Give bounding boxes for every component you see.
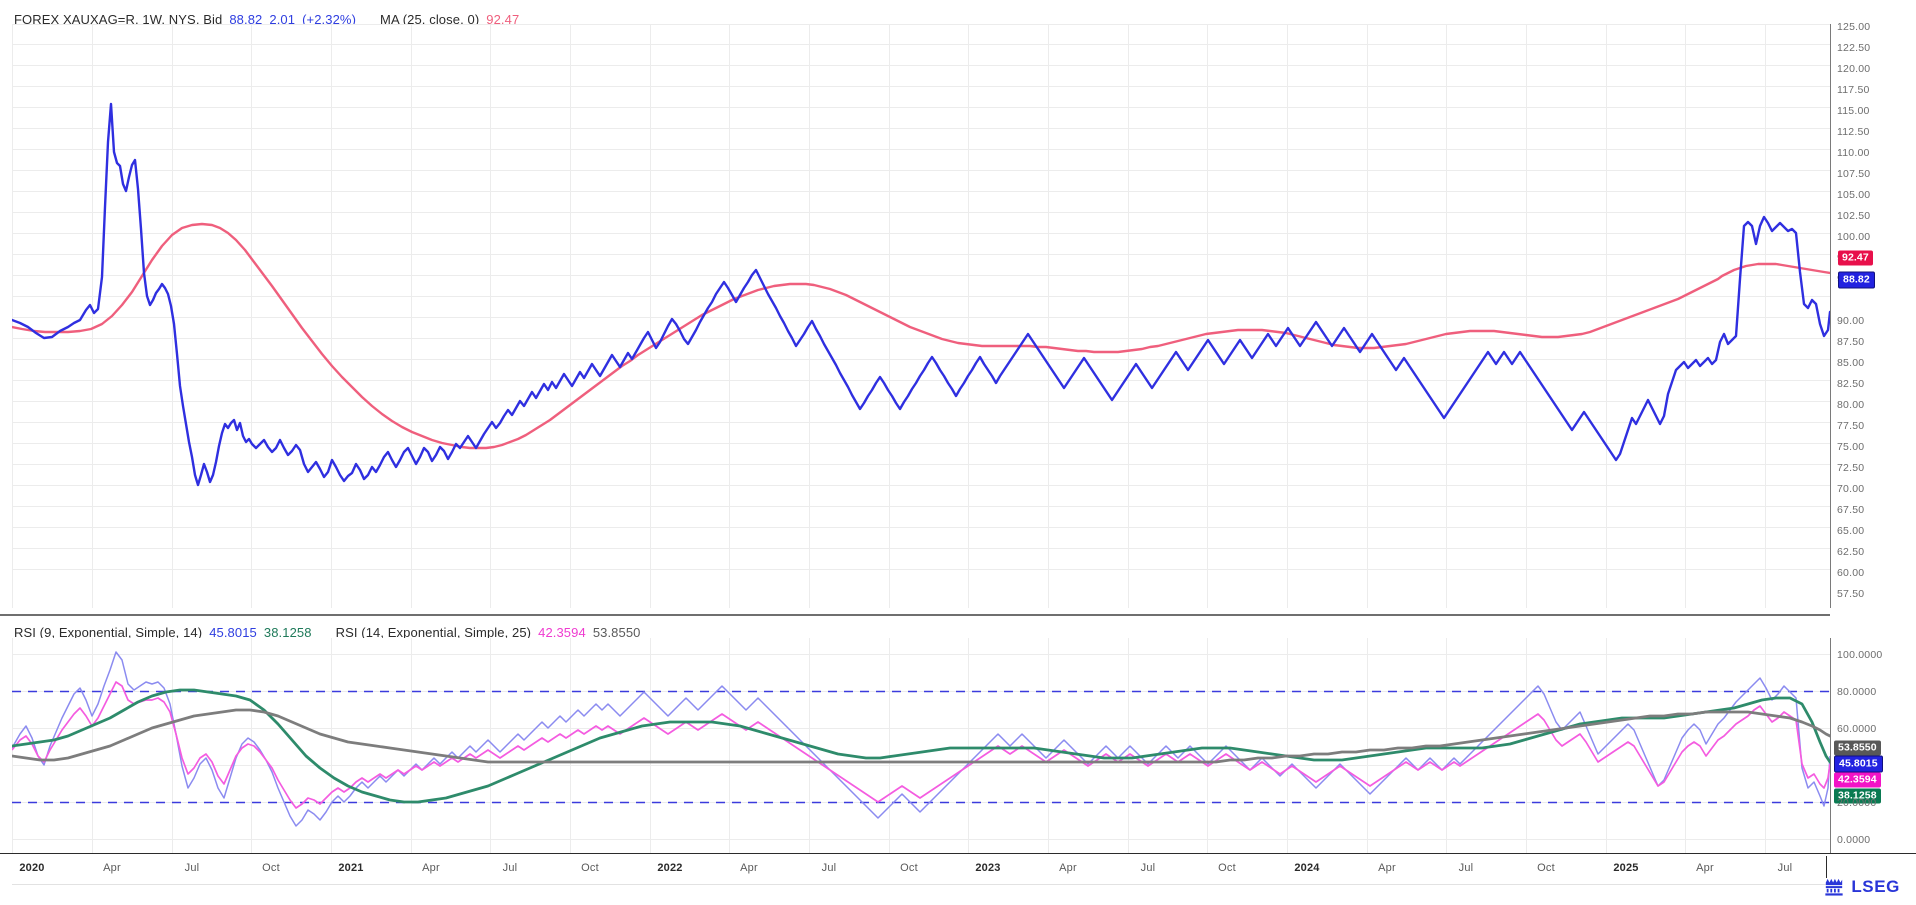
rsi9-label: RSI (9, Exponential, Simple, 14) (14, 625, 203, 640)
price-tick: 87.50 (1837, 336, 1865, 348)
rsi-grid (12, 638, 1830, 853)
rsi-tick: 0.0000 (1837, 834, 1871, 846)
price-tick: 70.00 (1837, 483, 1865, 495)
rsi-9-line (12, 651, 1830, 827)
ma-25-line (12, 222, 1830, 450)
price-tick: 110.00 (1837, 147, 1870, 159)
price-grid (12, 24, 1830, 608)
price-tick: 105.00 (1837, 189, 1871, 201)
price-tick: 117.50 (1837, 84, 1870, 96)
time-label: Jul (1458, 862, 1474, 874)
price-tick: 82.50 (1837, 378, 1865, 390)
price-tick: 72.50 (1837, 462, 1865, 474)
price-tick: 80.00 (1837, 399, 1865, 411)
time-label: Jul (821, 862, 837, 874)
rsi9-badge: 45.8015 (1834, 755, 1883, 773)
rsi9-smooth-value: 38.1258 (263, 625, 312, 640)
price-tick: 100.00 (1837, 231, 1871, 243)
axis-separator (1830, 853, 1916, 854)
time-label: Oct (1218, 862, 1236, 874)
time-label: Oct (900, 862, 918, 874)
rsi-14-smoothed-line (12, 708, 1830, 764)
time-label: Apr (1059, 862, 1077, 874)
price-tick: 107.50 (1837, 168, 1871, 180)
price-legend: FOREX XAUXAG=R, 1W, NYS, Bid 88.82 2.01 (+2… (14, 12, 519, 27)
price-last-value: 88.82 (229, 12, 263, 27)
rsi-tick: 20.0000 (1837, 797, 1877, 809)
time-label: 2025 (1613, 862, 1639, 874)
price-chart-svg (12, 24, 1830, 608)
price-tick: 115.00 (1837, 105, 1870, 117)
price-axis: 125.00 122.50 120.00 117.50 115.00 112.5… (1830, 21, 1916, 608)
price-tick: 125.00 (1837, 21, 1871, 33)
rsi-tick: 100.0000 (1837, 649, 1883, 661)
price-tick: 85.00 (1837, 357, 1865, 369)
time-label: Oct (262, 862, 280, 874)
price-change-value: 2.01 (269, 12, 296, 27)
time-label: 2020 (19, 862, 45, 874)
time-label: Jul (1140, 862, 1156, 874)
panel-divider (0, 614, 1830, 616)
price-tick: 120.00 (1837, 63, 1871, 75)
price-line (12, 102, 1830, 487)
time-axis[interactable]: 2020 Apr Jul Oct 2021 Apr Jul Oct 2022 A… (12, 856, 1830, 884)
rsi14-smooth-value: 53.8550 (592, 625, 641, 640)
rsi14-smoothed-badge: 53.8550 (1834, 740, 1881, 756)
price-chart-panel[interactable] (12, 24, 1830, 608)
time-axis-underline (12, 884, 1830, 885)
rsi-tick: 60.0000 (1837, 723, 1877, 735)
rsi-axis-line (1830, 638, 1831, 853)
ma-value: 92.47 (486, 12, 520, 27)
rsi-tick: 80.0000 (1837, 686, 1877, 698)
time-label: Jul (502, 862, 518, 874)
time-label: 2021 (338, 862, 364, 874)
rsi14-value: 42.3594 (538, 625, 586, 640)
rsi9-value: 45.8015 (209, 625, 257, 640)
price-tick: 67.50 (1837, 504, 1865, 516)
price-symbol-label: FOREX XAUXAG=R, 1W, NYS, Bid (14, 12, 223, 27)
rsi9-smoothed-badge: 38.1258 (1834, 788, 1881, 804)
time-label: Apr (1378, 862, 1396, 874)
price-tick: 57.50 (1837, 588, 1865, 600)
price-tick: 65.00 (1837, 525, 1865, 537)
time-label: Jul (1777, 862, 1793, 874)
rsi-chart-panel[interactable] (12, 638, 1830, 853)
time-label: Apr (103, 862, 121, 874)
price-tick: 112.50 (1837, 126, 1870, 138)
price-tick: 75.00 (1837, 441, 1865, 453)
time-label: Apr (740, 862, 758, 874)
lseg-logo: LSEG (1823, 877, 1900, 897)
rsi14-label: RSI (14, Exponential, Simple, 25) (335, 625, 532, 640)
price-tick: 77.50 (1837, 420, 1865, 432)
price-tick: 60.00 (1837, 567, 1865, 579)
time-label: 2024 (1294, 862, 1320, 874)
price-tick: 90.00 (1837, 315, 1865, 327)
last-price-badge: 88.82 (1838, 271, 1875, 289)
time-label: Oct (1537, 862, 1555, 874)
rsi-14-line (12, 681, 1830, 809)
ma-price-badge: 92.47 (1838, 250, 1873, 266)
rsi-9-smoothed-line (12, 688, 1830, 804)
price-axis-line (1830, 24, 1831, 608)
time-axis-edge (1826, 856, 1827, 878)
lseg-emblem-icon (1825, 878, 1843, 896)
rsi-axis: 100.0000 80.0000 60.0000 53.8550 45.8015… (1830, 638, 1916, 853)
time-label: 2023 (975, 862, 1001, 874)
price-tick: 102.50 (1837, 210, 1871, 222)
price-change-percent: (+2.32%) (302, 12, 357, 27)
price-tick: 122.50 (1837, 42, 1871, 54)
time-label: Oct (581, 862, 599, 874)
time-label: Jul (184, 862, 200, 874)
ma-label: MA (25, close, 0) (380, 12, 480, 27)
price-tick: 62.50 (1837, 546, 1865, 558)
rsi14-badge: 42.3594 (1834, 772, 1881, 788)
rsi-legend: RSI (9, Exponential, Simple, 14) 45.8015 3… (14, 625, 641, 640)
time-label: 2022 (657, 862, 683, 874)
time-label: Apr (422, 862, 440, 874)
rsi-chart-svg (12, 638, 1830, 853)
lseg-wordmark: LSEG (1851, 877, 1900, 896)
bottom-rule (0, 853, 1830, 854)
time-label: Apr (1696, 862, 1714, 874)
